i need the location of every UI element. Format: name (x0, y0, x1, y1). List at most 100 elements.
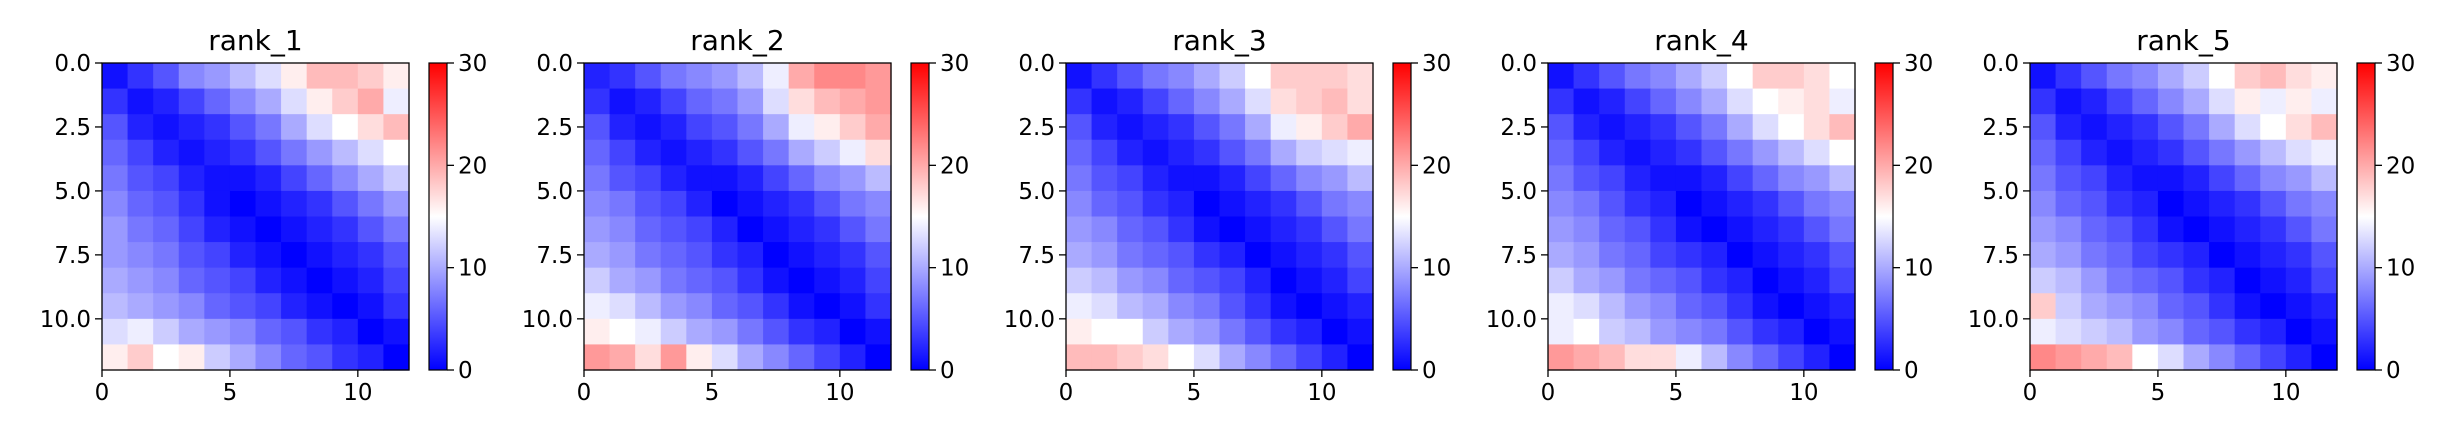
heatmap-cell (1219, 88, 1246, 115)
colorbar-tick-label: 0 (1422, 358, 1437, 384)
heatmap-cell (1193, 267, 1221, 294)
heatmap-cell (1675, 190, 1703, 218)
heatmap-cell (1168, 242, 1195, 269)
heatmap-cell (178, 216, 205, 243)
heatmap-cell (660, 242, 687, 269)
heatmap-cell (839, 293, 867, 320)
heatmap-cell (2234, 165, 2261, 192)
heatmap-cell (1650, 267, 1677, 294)
heatmap-cell (1624, 242, 1651, 269)
y-tick-label: 5.0 (536, 179, 573, 205)
x-tick-label: 0 (2023, 380, 2038, 406)
heatmap-cell (660, 63, 687, 90)
heatmap-cell (686, 242, 713, 269)
heatmap-cell (711, 139, 739, 166)
heatmap-cell (1066, 242, 1093, 269)
heatmap-cell (814, 216, 841, 243)
heatmap-cell (1066, 267, 1093, 294)
heatmap-cell (1778, 293, 1805, 320)
heatmap-cell (127, 114, 154, 141)
heatmap-cell (2183, 344, 2210, 371)
heatmap-cell (609, 293, 636, 320)
heatmap-cell (1624, 344, 1651, 371)
heatmap-cell (660, 293, 687, 320)
x-tick-label: 10 (1789, 380, 1818, 406)
heatmap-cell (178, 114, 205, 141)
heatmap-cell (788, 114, 815, 141)
heatmap-cell (2285, 139, 2313, 166)
heatmap-cell (153, 139, 180, 166)
colorbar-frame (428, 62, 448, 371)
heatmap-cell (1829, 216, 1856, 243)
heatmap-cell (635, 267, 662, 294)
heatmap-cell (2106, 88, 2133, 115)
heatmap-cell (2055, 344, 2082, 371)
heatmap-cell (204, 88, 231, 115)
heatmap-cell (281, 344, 308, 371)
heatmap-cell (2157, 114, 2185, 141)
heatmap-cell (737, 318, 764, 346)
heatmap-cell (635, 165, 662, 192)
heatmap-cell (2311, 88, 2338, 115)
heatmap-cell (332, 63, 359, 90)
heatmap-cell (1296, 216, 1323, 243)
heatmap-cell (204, 114, 231, 141)
heatmap-cell (332, 267, 359, 294)
heatmap-cell (383, 165, 410, 192)
heatmap-cell (2132, 88, 2159, 115)
heatmap-cell (788, 63, 815, 90)
heatmap-cell (1803, 267, 1831, 294)
heatmap-cell (814, 165, 841, 192)
heatmap-cell (204, 216, 231, 243)
heatmap-cell (1321, 63, 1349, 90)
colorbar-tick-label: 20 (458, 153, 487, 179)
heatmap-cell (1701, 114, 1728, 141)
heatmap-cell (1701, 216, 1728, 243)
heatmap-cell (127, 216, 154, 243)
heatmap-cell (737, 88, 764, 115)
heatmap-cell (229, 165, 257, 192)
heatmap-cell (1701, 293, 1728, 320)
heatmap-cell (2106, 216, 2133, 243)
heatmap-cell (711, 293, 739, 320)
heatmap-cell (127, 267, 154, 294)
heatmap-cell (127, 344, 154, 371)
heatmap-cell (229, 216, 257, 243)
heatmap-cell (1752, 318, 1779, 346)
heatmap-cell (660, 190, 687, 218)
heatmap-cell (1752, 190, 1779, 218)
heatmap-cell (2132, 267, 2159, 294)
heatmap-cell (1117, 242, 1144, 269)
heatmap-cell (1219, 165, 1246, 192)
heatmap-cell (383, 139, 410, 166)
heatmap-cell (178, 242, 205, 269)
heatmap-cell (2106, 139, 2133, 166)
heatmap-cell (1270, 114, 1297, 141)
heatmap-cell (2285, 242, 2313, 269)
heatmap-cell (1193, 318, 1221, 346)
heatmap-cell (1091, 242, 1118, 269)
heatmap-cell (1675, 63, 1703, 90)
colorbar-tick-label: 0 (2386, 358, 2401, 384)
x-tick-label: 5 (705, 380, 720, 406)
heatmap-cell (1296, 242, 1323, 269)
heatmap-cell (1599, 344, 1626, 371)
heatmap-cell (1599, 114, 1626, 141)
heatmap-cell (1347, 114, 1374, 141)
heatmap-cell (2030, 165, 2057, 192)
colorbar-tick-label: 10 (1422, 256, 1451, 282)
heatmap-cell (584, 165, 611, 192)
heatmap-cell (2055, 165, 2082, 192)
heatmap-cell (1066, 190, 1093, 218)
heatmap-cell (1117, 165, 1144, 192)
heatmap-cell (711, 165, 739, 192)
heatmap-cell (383, 114, 410, 141)
colorbar-tick-label: 30 (458, 51, 487, 77)
heatmap-cell (763, 344, 790, 371)
heatmap-cell (153, 63, 180, 90)
heatmap-cell (1296, 63, 1323, 90)
heatmap-cell (2081, 165, 2108, 192)
heatmap-cell (2132, 114, 2159, 141)
heatmap-cell (178, 293, 205, 320)
heatmap-cell (357, 139, 385, 166)
